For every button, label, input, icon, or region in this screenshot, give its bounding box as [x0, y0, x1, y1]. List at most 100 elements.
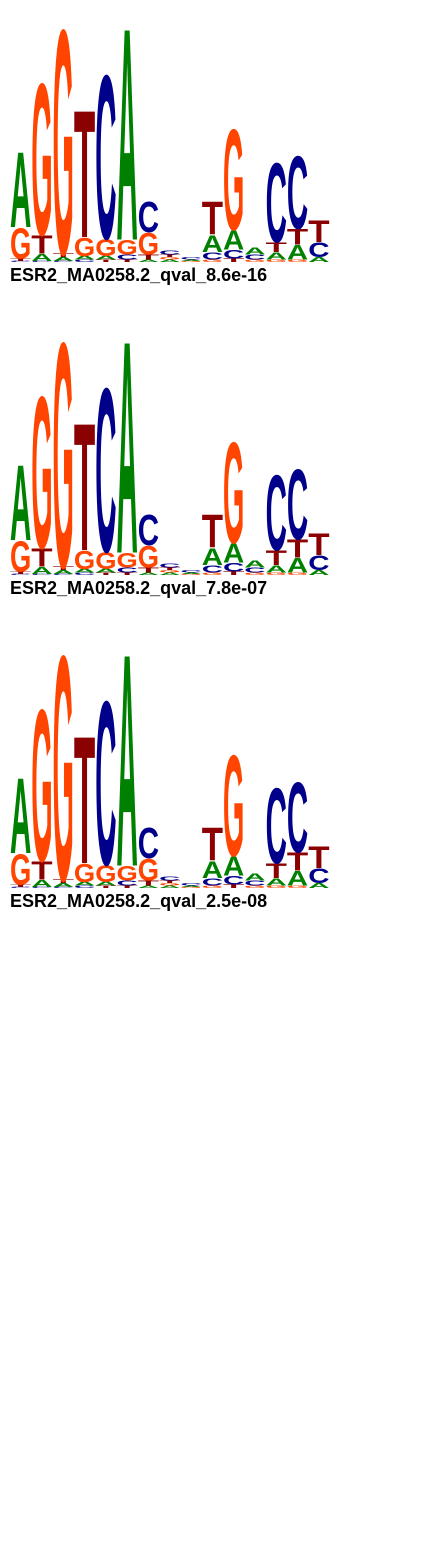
logo-letter: A: [266, 876, 287, 888]
logo-letter: C: [74, 885, 95, 889]
logo-letter: C: [138, 819, 159, 867]
logo-letter: C: [244, 566, 265, 574]
logo-letter: T: [223, 883, 244, 889]
logo-letter: G: [159, 256, 180, 260]
logo-letter: T: [74, 699, 95, 902]
logo-letter: A: [202, 230, 223, 257]
logo-letter: T: [95, 572, 116, 576]
logo-letter: T: [266, 240, 287, 256]
logo-letter: G: [95, 234, 116, 261]
logo-letter: A: [138, 259, 159, 263]
logo-label: ESR2_MA0258.2_qval_7.8e-07: [10, 578, 267, 598]
logo-letter: C: [117, 879, 138, 887]
logo-letter: G: [180, 260, 201, 262]
logo-letter: C: [31, 573, 52, 575]
logo-letter: T: [287, 224, 308, 249]
logo-letter: G: [266, 259, 287, 263]
logo-letter: A: [159, 259, 180, 263]
logo-letter: C: [10, 886, 31, 888]
logo-letter: G: [10, 845, 31, 893]
logo-letter: G: [202, 259, 223, 263]
logo-letter: C: [74, 572, 95, 576]
logo-letter: A: [287, 867, 308, 890]
logo-letter: A: [202, 543, 223, 570]
logo-letter: T: [159, 880, 180, 884]
logo-letter: A: [10, 131, 31, 251]
logo-letter: T: [10, 258, 31, 262]
logo-letter: G: [159, 569, 180, 573]
logo-letter: T: [266, 547, 287, 570]
logo-letter: T: [159, 567, 180, 571]
logo-letter: G: [223, 727, 244, 887]
logo-letter: A: [53, 569, 74, 575]
logo-letter: T: [117, 885, 138, 889]
logo-letter: G: [31, 38, 52, 281]
logo-letter: A: [223, 225, 244, 256]
logo-letter: T: [308, 527, 329, 562]
logo-letter: C: [266, 767, 287, 887]
logo-letter: T: [31, 543, 52, 572]
logo-letter: T: [10, 884, 31, 888]
logo-letter: G: [117, 236, 138, 259]
logo-letter: C: [95, 28, 116, 289]
logo-letter: G: [287, 259, 308, 263]
logo-letter: T: [202, 505, 223, 558]
logo-letter: G: [53, 590, 74, 948]
logo-letter: T: [287, 847, 308, 876]
logo-letter: C: [223, 874, 244, 887]
logo-letter: T: [202, 818, 223, 871]
logo-letter: A: [308, 256, 329, 264]
logo-letter: A: [244, 871, 265, 883]
logo-letter: G: [138, 852, 159, 887]
logo-letter: G: [74, 859, 95, 888]
logo-letter: C: [10, 260, 31, 262]
logo-letter: T: [117, 259, 138, 263]
logo-letter: A: [74, 568, 95, 574]
logo-letter: T: [223, 257, 244, 263]
logo-letter: A: [244, 558, 265, 570]
logo-letter: T: [138, 253, 159, 261]
logo-letter: C: [180, 882, 201, 886]
logo-letter: C: [223, 561, 244, 574]
logo-letter: A: [31, 878, 52, 890]
logo-letter: G: [10, 532, 31, 580]
logo-letter: A: [117, 0, 138, 304]
logo-letter: T: [95, 885, 116, 889]
logo-letter: A: [308, 882, 329, 890]
logo-letter: G: [180, 886, 201, 888]
logo-letter: T: [138, 879, 159, 887]
logo-letter: G: [10, 219, 31, 267]
logo-letter: G: [223, 101, 244, 261]
logo-letter: T: [53, 878, 74, 884]
logo-letter: C: [308, 239, 329, 262]
logo-letter: A: [308, 569, 329, 577]
logo-letter: C: [287, 448, 308, 560]
logo-letter: A: [180, 572, 201, 574]
logo-letter: G: [53, 277, 74, 635]
logo-letter: G: [266, 885, 287, 889]
logo-letter: A: [202, 856, 223, 883]
logo-letter: G: [244, 259, 265, 263]
logo-letter: A: [223, 851, 244, 882]
logo-letter: A: [266, 250, 287, 262]
logo-letter: C: [287, 134, 308, 250]
logo-letter: A: [287, 554, 308, 577]
logo-letter: G: [180, 573, 201, 575]
logo-letter: C: [159, 563, 180, 569]
logo-letter: A: [287, 241, 308, 264]
logo-letter: A: [10, 757, 31, 877]
logo-letter: C: [31, 260, 52, 262]
logo-letter: G: [95, 860, 116, 887]
logo-letter: G: [74, 233, 95, 262]
logo-letter: T: [10, 571, 31, 575]
logo-letter: A: [180, 885, 201, 887]
logo-letter: C: [223, 248, 244, 261]
logo-letter: G: [117, 862, 138, 885]
logo-letter: A: [117, 590, 138, 930]
logo-letter: G: [117, 549, 138, 572]
logo-letter: A: [266, 563, 287, 575]
logo-letter: C: [95, 654, 116, 915]
logo-letter: C: [138, 506, 159, 554]
logo-letter: T: [202, 192, 223, 245]
